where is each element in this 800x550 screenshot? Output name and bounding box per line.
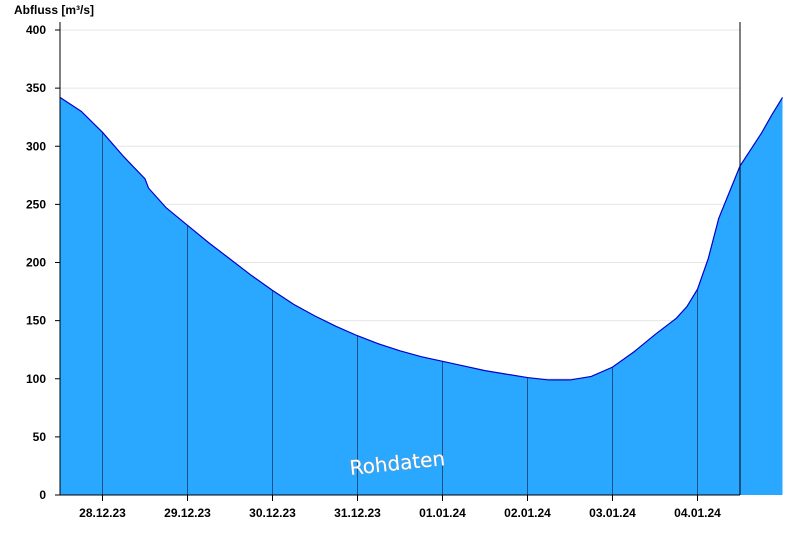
x-tick-label: 31.12.23 (334, 506, 381, 520)
discharge-line (59, 96, 784, 381)
y-tick-label: 150 (26, 314, 46, 328)
y-tick-label: 50 (33, 430, 47, 444)
y-tick-label: 400 (26, 23, 46, 37)
x-tick-label: 01.01.24 (419, 506, 466, 520)
y-tick-label: 350 (26, 81, 46, 95)
y-tick-label: 300 (26, 139, 46, 153)
x-tick-label: 02.01.24 (504, 506, 551, 520)
y-axis-ticks: 0 50 100 150 200 250 300 350 400 (26, 23, 60, 502)
y-tick-label: 100 (26, 372, 46, 386)
y-tick-label: 200 (26, 256, 46, 270)
discharge-area (60, 97, 783, 496)
y-tick-label: 0 (39, 488, 46, 502)
axes (59, 22, 741, 496)
x-tick-label: 03.01.24 (589, 506, 636, 520)
x-tick-label: 28.12.23 (79, 506, 126, 520)
y-tick-label: 250 (26, 197, 46, 211)
x-tick-label: 30.12.23 (249, 506, 296, 520)
x-tick-label: 29.12.23 (164, 506, 211, 520)
y-axis-label: Abfluss [m³/s] (14, 3, 94, 17)
day-separator-lines (102, 132, 698, 495)
x-axis-ticks: 28.12.23 29.12.23 30.12.23 31.12.23 01.01.24… (79, 495, 721, 520)
x-tick-label: 04.01.24 (674, 506, 721, 520)
